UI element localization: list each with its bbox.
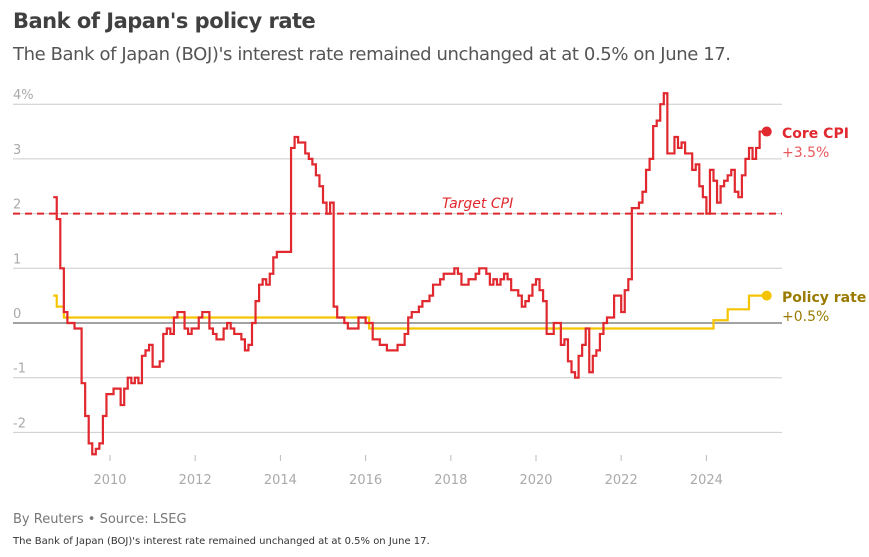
x-tick-label: 2018 [434,473,467,488]
y-tick-label: -2 [13,416,26,431]
policy-rate-end-dot [761,290,772,301]
chart-title: Bank of Japan's policy rate [13,9,316,33]
core-cpi-value-label: +3.5% [782,145,829,161]
core-cpi-end-dot [761,126,772,137]
x-tick-label: 2016 [349,473,382,488]
y-tick-label: -1 [13,362,26,377]
y-tick-label: 3 [13,143,21,158]
chart-subtitle: The Bank of Japan (BOJ)'s interest rate … [13,44,731,65]
x-tick-label: 2012 [179,473,212,488]
x-tick-label: 2010 [93,473,126,488]
core-cpi-label: Core CPI [782,126,849,142]
policy-rate-line [53,294,767,330]
x-tick-label: 2014 [264,473,297,488]
y-tick-label: 1 [13,252,21,267]
footnote: The Bank of Japan (BOJ)'s interest rate … [13,536,430,547]
byline: By Reuters • Source: LSEG [13,512,187,527]
y-tick-label: 0 [13,307,21,322]
x-tick-label: 2020 [519,473,552,488]
core-cpi-line [53,92,767,456]
policy-rate-label: Policy rate [782,290,866,306]
y-tick-label: 4% [13,88,34,103]
x-tick-label: 2024 [690,473,723,488]
policy-rate-value-label: +0.5% [782,309,829,325]
y-tick-label: 2 [13,198,21,213]
target-cpi-label: Target CPI [442,196,513,212]
x-tick-label: 2022 [605,473,638,488]
